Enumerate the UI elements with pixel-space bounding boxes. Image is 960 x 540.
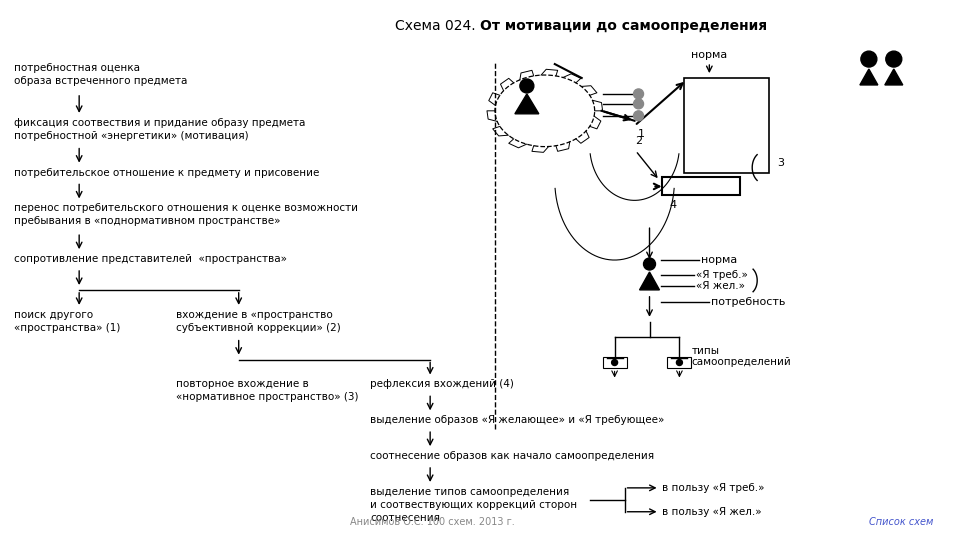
Circle shape [520, 79, 534, 93]
Text: «пространства» (1): «пространства» (1) [14, 323, 121, 333]
Circle shape [634, 99, 643, 109]
Text: субъективной коррекции» (2): субъективной коррекции» (2) [176, 323, 341, 333]
Polygon shape [639, 272, 660, 290]
Circle shape [886, 51, 901, 67]
Text: Схема 024.: Схема 024. [395, 19, 480, 33]
Text: норма: норма [691, 50, 728, 60]
Bar [684, 78, 769, 172]
Circle shape [634, 89, 643, 99]
Circle shape [643, 258, 656, 270]
Text: и соотвествующих коррекций сторон: и соотвествующих коррекций сторон [371, 500, 578, 510]
Text: перенос потребительского отношения к оценке возможности: перенос потребительского отношения к оце… [14, 204, 358, 213]
Bar [603, 356, 627, 368]
Text: поиск другого: поиск другого [14, 310, 93, 320]
Text: повторное вхождение в: повторное вхождение в [176, 380, 308, 389]
Polygon shape [860, 69, 877, 85]
Bar [662, 178, 740, 195]
Text: в пользу «Я треб.»: в пользу «Я треб.» [662, 483, 765, 493]
Polygon shape [885, 69, 902, 85]
Text: 4: 4 [669, 200, 677, 210]
Text: потребностной «энергетики» (мотивация): потребностной «энергетики» (мотивация) [14, 131, 249, 141]
Text: рефлексия вхождений (4): рефлексия вхождений (4) [371, 380, 515, 389]
Text: соотнесения: соотнесения [371, 513, 441, 523]
Text: потребность: потребность [711, 297, 785, 307]
Text: сопротивление представителей  «пространства»: сопротивление представителей «пространст… [14, 254, 287, 264]
Text: Анисимов О.С. 100 схем. 2013 г.: Анисимов О.С. 100 схем. 2013 г. [350, 517, 516, 526]
Text: «Я треб.»: «Я треб.» [696, 270, 748, 280]
Text: образа встреченного предмета: образа встреченного предмета [14, 76, 188, 86]
Circle shape [677, 360, 683, 366]
Text: соотнесение образов как начало самоопределения: соотнесение образов как начало самоопред… [371, 451, 655, 461]
Text: 1: 1 [637, 129, 644, 139]
Text: в пользу «Я жел.»: в пользу «Я жел.» [662, 507, 762, 517]
Text: 2: 2 [636, 136, 642, 146]
Text: Список схем: Список схем [869, 517, 933, 526]
Circle shape [861, 51, 876, 67]
Text: потребностная оценка: потребностная оценка [14, 63, 140, 73]
Circle shape [612, 360, 617, 366]
Bar [667, 356, 691, 368]
Polygon shape [515, 94, 539, 114]
Text: «нормативное пространство» (3): «нормативное пространство» (3) [176, 393, 358, 402]
Text: 3: 3 [778, 158, 784, 167]
Text: «Я жел.»: «Я жел.» [696, 281, 745, 291]
Text: типы
самоопределений: типы самоопределений [691, 346, 791, 367]
Circle shape [634, 111, 643, 121]
Text: пребывания в «поднормативном пространстве»: пребывания в «поднормативном пространств… [14, 217, 281, 226]
Text: выделение типов самоопределения: выделение типов самоопределения [371, 487, 569, 497]
Text: потребительское отношение к предмету и присовение: потребительское отношение к предмету и п… [14, 167, 320, 178]
Text: От мотивации до самоопределения: От мотивации до самоопределения [480, 19, 767, 33]
Text: вхождение в «пространство: вхождение в «пространство [176, 310, 332, 320]
Text: выделение образов «Я желающее» и «Я требующее»: выделение образов «Я желающее» и «Я треб… [371, 415, 664, 425]
Text: норма: норма [702, 255, 737, 265]
Text: фиксация соотвествия и придание образу предмета: фиксация соотвествия и придание образу п… [14, 118, 305, 128]
